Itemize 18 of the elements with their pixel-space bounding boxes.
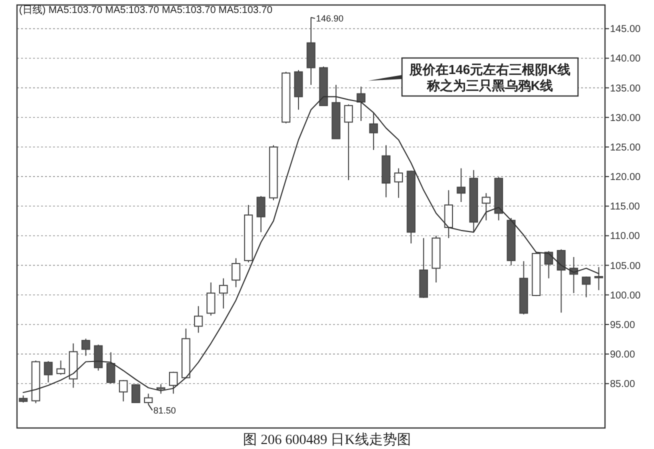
annotation: 81.50 <box>153 405 176 416</box>
y-tick-label: 90.00 <box>610 350 636 361</box>
annotation: 146.90 <box>316 13 344 24</box>
chart-subtitle: (日线) MA5:103.70 MA5:103.70 MA5:103.70 MA5:103.70 <box>19 4 273 16</box>
y-tick-label: 100.00 <box>610 290 642 302</box>
y-tick-label: 95.00 <box>610 320 636 331</box>
y-tick-label: 130.00 <box>610 112 642 124</box>
text: 图 206 600489 日K线走势图 <box>243 432 411 448</box>
y-tick-label: 120.00 <box>610 172 642 184</box>
y-tick-label: 110.00 <box>610 231 640 242</box>
y-tick-label: 145.00 <box>610 24 642 36</box>
annotation: 股价在146元左右三根阴K线称之为三只黑乌鸦K线 <box>408 62 571 93</box>
y-tick-label: 105.00 <box>610 260 642 272</box>
y-tick-label: 140.00 <box>610 54 642 65</box>
y-tick-label: 135.00 <box>610 83 642 94</box>
y-tick-label: 85.00 <box>610 379 636 390</box>
y-tick-label: 115.00 <box>610 202 640 213</box>
y-tick-label: 125.00 <box>610 142 642 154</box>
